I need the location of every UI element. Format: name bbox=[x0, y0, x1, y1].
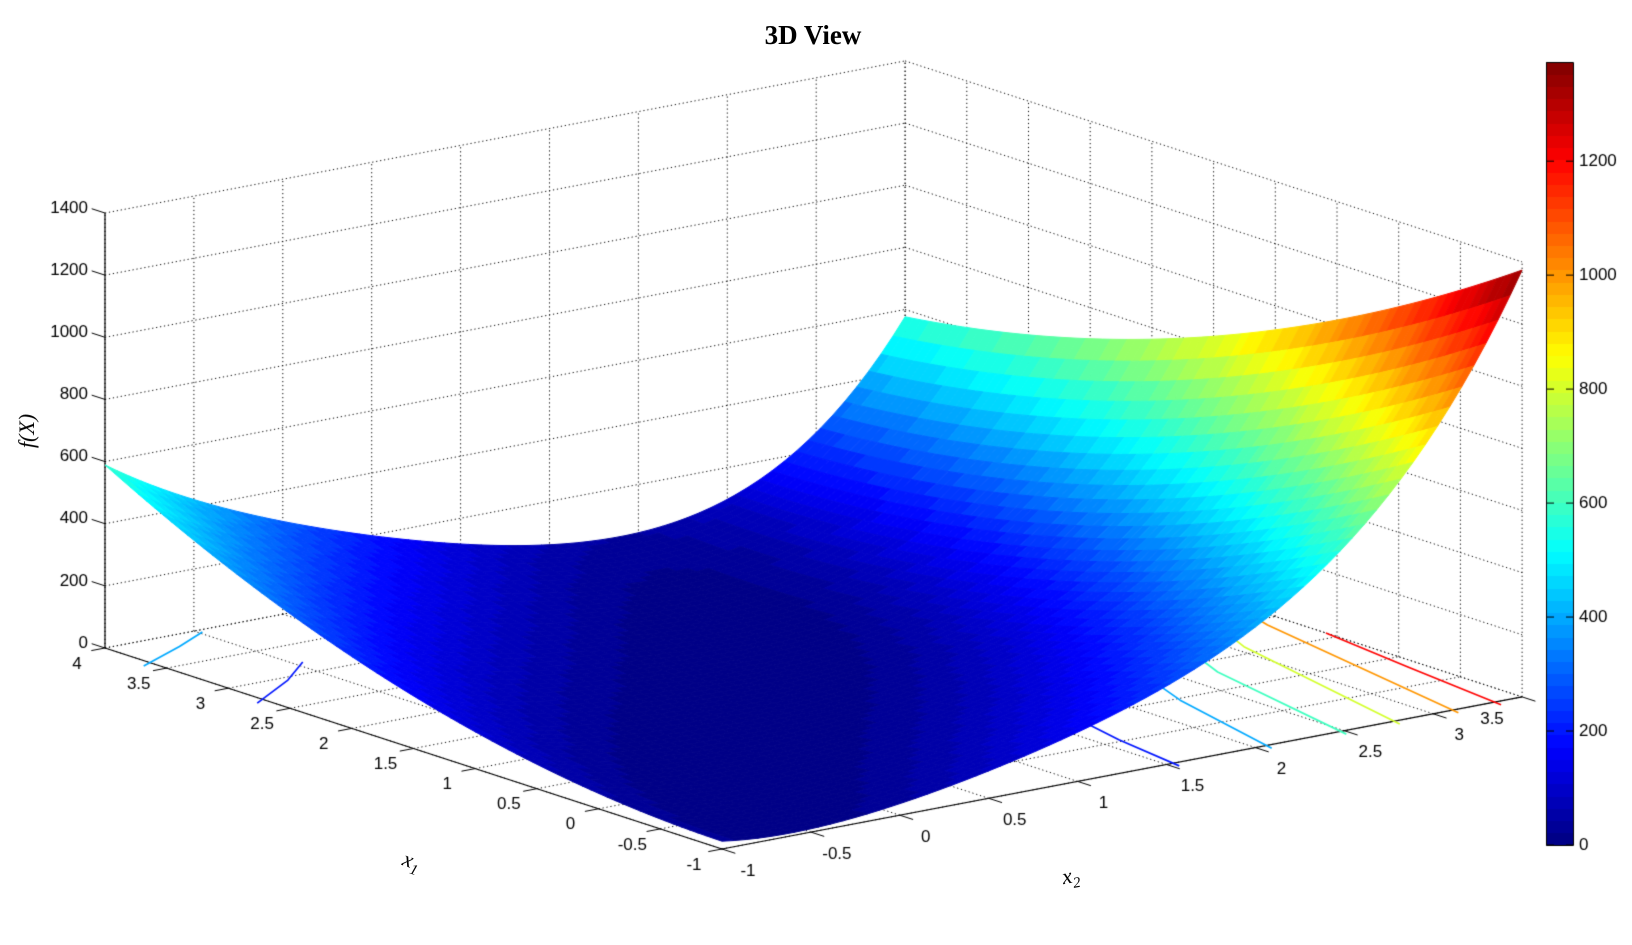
z-axis-label: f(X) bbox=[14, 413, 39, 449]
chart-title: 3D View bbox=[764, 20, 862, 50]
